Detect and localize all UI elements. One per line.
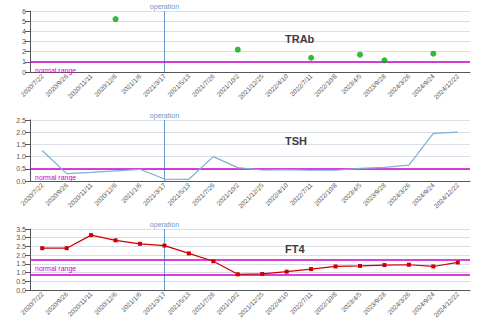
svg-text:2021/10/2: 2021/10/2 bbox=[215, 290, 241, 316]
svg-text:2022/7/11: 2022/7/11 bbox=[289, 290, 314, 315]
svg-text:0.0: 0.0 bbox=[16, 287, 26, 294]
svg-text:2020/11/11: 2020/11/11 bbox=[66, 181, 93, 208]
svg-text:2022/10/8: 2022/10/8 bbox=[313, 290, 339, 316]
svg-text:6: 6 bbox=[22, 8, 26, 15]
svg-text:2022/4/10: 2022/4/10 bbox=[264, 290, 290, 316]
svg-text:0.5: 0.5 bbox=[16, 165, 26, 172]
svg-text:1.5: 1.5 bbox=[16, 141, 26, 148]
svg-text:2021/1/6: 2021/1/6 bbox=[120, 181, 143, 204]
svg-text:2020/12/6: 2020/12/6 bbox=[93, 290, 119, 316]
svg-text:2.5: 2.5 bbox=[16, 243, 26, 250]
svg-text:2021/5/13: 2021/5/13 bbox=[166, 290, 192, 316]
svg-text:2021/1/6: 2021/1/6 bbox=[120, 290, 143, 313]
svg-text:2020/7/22: 2020/7/22 bbox=[19, 290, 45, 316]
svg-text:2024/3/26: 2024/3/26 bbox=[386, 181, 412, 207]
svg-text:2022/4/10: 2022/4/10 bbox=[264, 72, 290, 98]
svg-text:1.5: 1.5 bbox=[16, 260, 26, 267]
svg-text:operation: operation bbox=[150, 221, 179, 229]
svg-text:operation: operation bbox=[150, 3, 179, 11]
svg-text:3.0: 3.0 bbox=[16, 234, 26, 241]
svg-text:normal range: normal range bbox=[35, 67, 76, 75]
svg-text:0.5: 0.5 bbox=[16, 278, 26, 285]
svg-text:2021/12/25: 2021/12/25 bbox=[237, 290, 265, 318]
svg-text:1.0: 1.0 bbox=[16, 153, 26, 160]
svg-text:2022/7/11: 2022/7/11 bbox=[289, 72, 314, 97]
svg-text:2023/9/28: 2023/9/28 bbox=[362, 181, 388, 207]
svg-text:5: 5 bbox=[22, 18, 26, 25]
svg-text:2022/4/10: 2022/4/10 bbox=[264, 181, 290, 207]
svg-text:2021/7/26: 2021/7/26 bbox=[190, 181, 216, 207]
svg-text:2021/7/26: 2021/7/26 bbox=[190, 290, 216, 316]
svg-text:2020/9/26: 2020/9/26 bbox=[44, 290, 70, 316]
svg-text:4: 4 bbox=[22, 28, 26, 35]
svg-text:2020/7/22: 2020/7/22 bbox=[19, 181, 45, 207]
svg-text:FT4: FT4 bbox=[285, 243, 305, 255]
svg-text:2022/10/8: 2022/10/8 bbox=[313, 72, 339, 98]
svg-text:2021/3/17: 2021/3/17 bbox=[142, 72, 168, 98]
svg-text:2023/4/5: 2023/4/5 bbox=[340, 72, 363, 95]
svg-text:normal range: normal range bbox=[35, 174, 76, 182]
svg-text:TRAb: TRAb bbox=[285, 33, 315, 45]
svg-text:2020/9/26: 2020/9/26 bbox=[44, 181, 70, 207]
svg-text:2021/12/25: 2021/12/25 bbox=[237, 181, 265, 209]
svg-text:1: 1 bbox=[22, 58, 26, 65]
svg-text:2024/12/22: 2024/12/22 bbox=[432, 290, 460, 318]
svg-text:2024/9/24: 2024/9/24 bbox=[410, 181, 436, 207]
svg-text:2021/10/2: 2021/10/2 bbox=[215, 181, 241, 207]
svg-text:2.5: 2.5 bbox=[16, 117, 26, 124]
svg-text:2020/11/11: 2020/11/11 bbox=[66, 72, 93, 99]
svg-text:2020/12/6: 2020/12/6 bbox=[93, 181, 119, 207]
svg-text:3.5: 3.5 bbox=[16, 226, 26, 233]
svg-text:2022/10/8: 2022/10/8 bbox=[313, 181, 339, 207]
svg-text:2024/12/22: 2024/12/22 bbox=[432, 181, 460, 209]
svg-text:2: 2 bbox=[22, 48, 26, 55]
svg-text:operation: operation bbox=[150, 112, 179, 120]
svg-text:normal range: normal range bbox=[35, 265, 76, 273]
svg-text:2021/5/13: 2021/5/13 bbox=[166, 72, 192, 98]
svg-text:2021/10/2: 2021/10/2 bbox=[215, 72, 241, 98]
svg-text:2020/9/26: 2020/9/26 bbox=[44, 72, 70, 98]
svg-text:0.0: 0.0 bbox=[16, 178, 26, 185]
svg-text:TSH: TSH bbox=[285, 135, 307, 147]
svg-text:2021/7/26: 2021/7/26 bbox=[190, 72, 216, 98]
svg-text:2024/3/26: 2024/3/26 bbox=[386, 72, 412, 98]
svg-text:2020/12/6: 2020/12/6 bbox=[93, 72, 119, 98]
svg-text:2024/3/26: 2024/3/26 bbox=[386, 290, 412, 316]
svg-text:1.0: 1.0 bbox=[16, 269, 26, 276]
svg-text:2.0: 2.0 bbox=[16, 129, 26, 136]
svg-text:2021/3/17: 2021/3/17 bbox=[142, 181, 168, 207]
svg-text:2021/1/6: 2021/1/6 bbox=[120, 72, 143, 95]
svg-text:2024/9/24: 2024/9/24 bbox=[410, 72, 436, 98]
svg-text:2023/4/5: 2023/4/5 bbox=[340, 290, 363, 313]
svg-text:2021/12/25: 2021/12/25 bbox=[237, 72, 265, 100]
svg-text:2021/3/17: 2021/3/17 bbox=[142, 290, 168, 316]
svg-text:2023/9/28: 2023/9/28 bbox=[362, 72, 388, 98]
svg-text:2024/12/22: 2024/12/22 bbox=[432, 72, 460, 100]
svg-text:2021/5/13: 2021/5/13 bbox=[166, 181, 192, 207]
svg-text:2020/11/11: 2020/11/11 bbox=[66, 290, 93, 317]
svg-text:0: 0 bbox=[22, 69, 26, 76]
svg-text:2023/9/28: 2023/9/28 bbox=[362, 290, 388, 316]
svg-text:2024/9/24: 2024/9/24 bbox=[410, 290, 436, 316]
svg-text:3: 3 bbox=[22, 38, 26, 45]
svg-text:2.0: 2.0 bbox=[16, 252, 26, 259]
svg-text:2023/4/5: 2023/4/5 bbox=[340, 181, 363, 204]
svg-text:2022/7/11: 2022/7/11 bbox=[289, 181, 314, 206]
svg-text:2020/7/22: 2020/7/22 bbox=[19, 72, 45, 98]
